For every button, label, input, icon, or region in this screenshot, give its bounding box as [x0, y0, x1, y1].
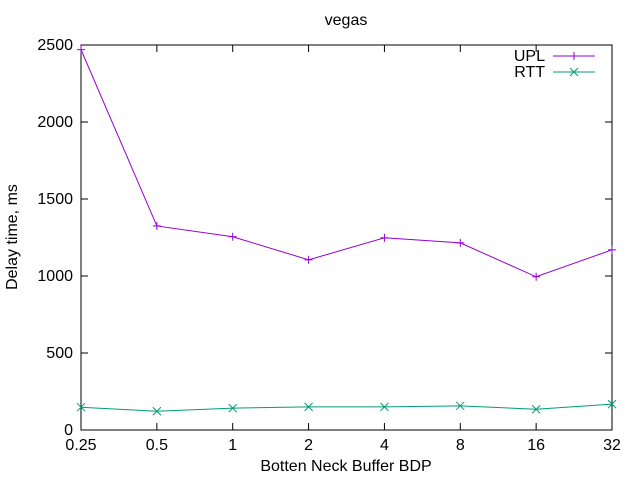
- x-tick-label: 4: [380, 437, 389, 454]
- legend-item-upl: UPL: [514, 48, 595, 65]
- series-line-upl: [80, 49, 613, 278]
- y-axis: 0 500 1000 1500 2000 2500: [37, 37, 612, 439]
- chart-title: vegas: [325, 12, 368, 29]
- x-tick-label: 2: [304, 437, 313, 454]
- x-tick-label: 1: [228, 437, 237, 454]
- x-axis: 0.25 0.5 1 2 4 8 16 32: [65, 45, 621, 454]
- plot-frame: [80, 44, 613, 431]
- legend-label-rtt: RTT: [514, 64, 545, 81]
- x-axis-label: Botten Neck Buffer BDP: [260, 458, 431, 475]
- data-point-rtt: [228, 403, 238, 413]
- legend-point-upl: [570, 52, 578, 60]
- x-tick-label: 0.5: [146, 437, 168, 454]
- legend: UPL RTT: [514, 48, 595, 81]
- data-point-rtt: [304, 402, 313, 412]
- data-point-rtt: [76, 402, 86, 412]
- y-tick-label: 500: [46, 345, 73, 362]
- data-point-rtt: [455, 401, 465, 411]
- legend-item-rtt: RTT: [514, 64, 595, 81]
- series-upl: [77, 45, 616, 281]
- x-tick-label: 16: [527, 437, 545, 454]
- y-axis-label: Delay time, ms: [4, 184, 21, 290]
- data-point-rtt: [531, 404, 541, 414]
- series-layer: [76, 45, 617, 416]
- data-point-upl: [608, 245, 616, 254]
- y-tick-label: 1000: [37, 268, 73, 285]
- y-tick-label: 2000: [37, 114, 73, 131]
- data-point-upl: [380, 233, 389, 242]
- legend-marker-rtt: [569, 67, 579, 77]
- data-point-rtt: [380, 402, 389, 412]
- data-point-upl: [304, 255, 313, 264]
- data-point-rtt: [152, 406, 162, 416]
- data-point-upl: [456, 238, 465, 247]
- legend-label-upl: UPL: [514, 48, 545, 65]
- x-tick-label: 8: [456, 437, 465, 454]
- legend-point-rtt: [569, 67, 579, 77]
- series-line-rtt: [80, 403, 613, 412]
- y-tick-label: 1500: [37, 191, 73, 208]
- series-rtt: [76, 399, 617, 416]
- y-tick-label: 2500: [37, 37, 73, 54]
- y-tick-label: 0: [64, 422, 73, 439]
- legend-marker-upl: [570, 52, 578, 60]
- data-point-upl: [77, 45, 85, 54]
- x-tick-label: 32: [603, 437, 621, 454]
- x-tick-label: 0.25: [65, 437, 96, 454]
- data-point-upl: [228, 232, 237, 241]
- data-point-rtt: [607, 399, 617, 409]
- data-point-upl: [532, 272, 541, 281]
- data-point-upl: [152, 221, 161, 230]
